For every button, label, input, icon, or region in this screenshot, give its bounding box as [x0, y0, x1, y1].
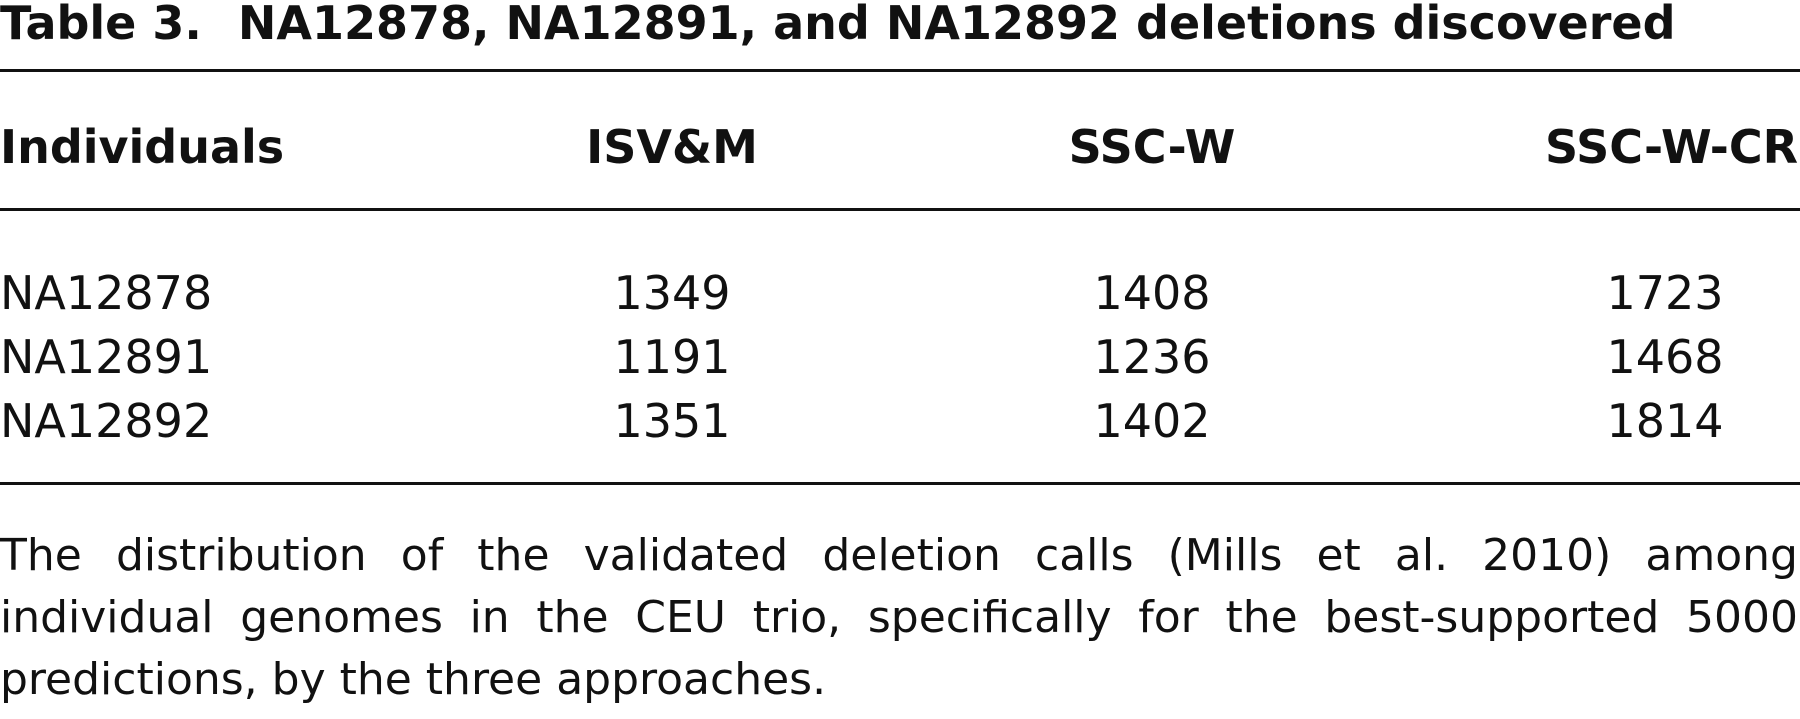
column-header: Individuals [0, 120, 285, 174]
header-rule [0, 208, 1800, 211]
column-header: SSC-W-CR [1545, 120, 1798, 174]
column-header: ISV&M [586, 120, 758, 174]
table-cell: 1814 [1606, 394, 1724, 448]
table-cell: 1723 [1606, 266, 1724, 320]
table-caption: The distribution of the validated deleti… [0, 530, 1798, 705]
row-label: NA12891 [0, 330, 213, 384]
column-header: SSC-W [1068, 120, 1236, 174]
table-cell: 1402 [1093, 394, 1211, 448]
row-label: NA12892 [0, 394, 213, 448]
table-cell: 1468 [1606, 330, 1724, 384]
table-title: Table 3. NA12878, NA12891, and NA12892 de… [0, 0, 1676, 46]
table-label: Table 3. [0, 0, 202, 50]
table-cell: 1351 [613, 394, 731, 448]
table-cell: 1349 [613, 266, 731, 320]
table-cell: 1408 [1093, 266, 1211, 320]
table-title-text: NA12878, NA12891, and NA12892 deletions … [237, 0, 1676, 50]
top-rule [0, 69, 1800, 72]
table-cell: 1236 [1093, 330, 1211, 384]
row-label: NA12878 [0, 266, 213, 320]
bottom-rule [0, 482, 1800, 485]
table-cell: 1191 [613, 330, 731, 384]
